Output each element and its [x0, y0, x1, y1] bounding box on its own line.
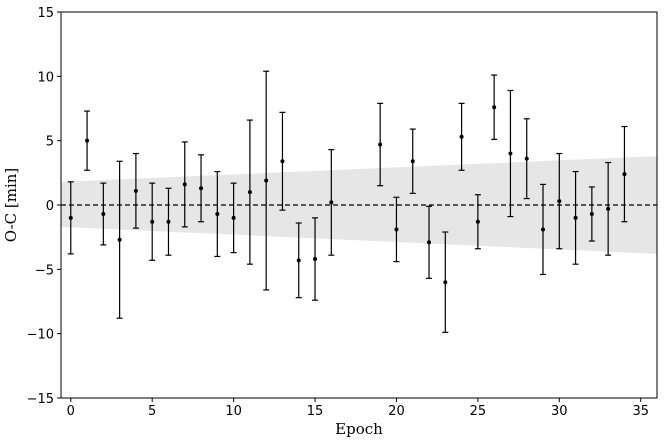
data-point-group: [230, 182, 237, 254]
y-tick-label: −5: [35, 263, 54, 278]
y-tick-label: −10: [27, 328, 54, 343]
data-point-marker: [378, 142, 383, 147]
data-point-group: [523, 118, 530, 200]
data-point-marker: [101, 212, 106, 217]
data-point-group: [295, 222, 302, 299]
data-point-marker: [280, 159, 285, 164]
x-tick-label: 5: [148, 404, 156, 419]
y-tick-label: 5: [46, 135, 54, 150]
data-point-marker: [622, 172, 627, 177]
data-point-group: [426, 205, 433, 279]
data-point-marker: [508, 151, 513, 156]
data-point-marker: [133, 188, 138, 193]
x-tick-label: 30: [551, 404, 568, 419]
data-point-marker: [199, 186, 204, 191]
data-point-group: [67, 181, 74, 255]
data-point-marker: [117, 237, 122, 242]
data-point-group: [198, 154, 205, 223]
y-tick-label: 0: [46, 199, 54, 214]
data-point-group: [328, 149, 335, 256]
data-point-group: [84, 110, 91, 171]
data-point-marker: [394, 227, 399, 232]
data-point-group: [165, 187, 172, 256]
data-point-marker: [459, 134, 464, 139]
data-point-group: [377, 102, 384, 187]
data-point-group: [556, 152, 563, 250]
data-point-marker: [541, 227, 546, 232]
data-point-marker: [606, 206, 611, 211]
x-tick-label: 25: [470, 404, 487, 419]
data-point-group: [491, 74, 498, 140]
data-point-marker: [68, 215, 73, 220]
data-point-marker: [410, 159, 415, 164]
data-point-group: [279, 111, 286, 211]
data-point-group: [312, 217, 319, 301]
data-point-group: [246, 119, 253, 265]
data-point-group: [132, 152, 139, 229]
data-point-marker: [296, 258, 301, 263]
data-points-layer: [67, 70, 628, 333]
data-point-group: [540, 183, 547, 276]
data-point-marker: [329, 200, 334, 205]
data-point-marker: [264, 178, 269, 183]
x-tick-label: 20: [388, 404, 405, 419]
data-point-marker: [85, 138, 90, 143]
data-point-marker: [443, 280, 448, 285]
data-point-marker: [182, 182, 187, 187]
data-point-marker: [215, 212, 220, 217]
data-point-marker: [247, 190, 252, 195]
y-tick-label: −15: [27, 392, 54, 407]
x-tick-label: 10: [225, 404, 242, 419]
data-point-group: [116, 160, 123, 319]
data-point-group: [100, 182, 107, 246]
data-point-group: [263, 70, 270, 291]
data-point-marker: [475, 219, 480, 224]
data-point-group: [181, 141, 188, 228]
x-axis-title: Epoch: [335, 420, 383, 438]
data-point-group: [442, 231, 449, 333]
data-point-marker: [427, 240, 432, 245]
y-tick-label: 10: [37, 70, 54, 85]
data-point-marker: [524, 156, 529, 161]
data-point-group: [588, 186, 595, 242]
data-point-group: [409, 128, 416, 195]
data-point-group: [149, 182, 156, 261]
data-point-group: [507, 89, 514, 218]
data-point-marker: [231, 215, 236, 220]
y-tick-label: 15: [37, 6, 54, 21]
x-tick-label: 0: [67, 404, 75, 419]
data-point-marker: [166, 219, 171, 224]
data-point-group: [474, 194, 481, 250]
data-point-marker: [573, 215, 578, 220]
data-point-group: [393, 196, 400, 263]
data-point-marker: [589, 212, 594, 217]
data-point-group: [458, 102, 465, 171]
data-point-group: [214, 170, 221, 258]
data-point-marker: [150, 219, 155, 224]
x-tick-label: 35: [632, 404, 649, 419]
x-tick-label: 15: [307, 404, 324, 419]
data-point-marker: [492, 105, 497, 110]
y-ticks-layer: −15 −10 −5 0 5 10 15: [27, 6, 61, 407]
data-point-group: [605, 161, 612, 256]
x-ticks-layer: 0 5 10 15 20 25 30 35: [67, 398, 649, 419]
data-point-group: [621, 125, 628, 223]
y-axis-title: O-C [min]: [2, 168, 20, 243]
data-point-marker: [313, 257, 318, 262]
data-point-marker: [557, 199, 562, 204]
data-point-group: [572, 170, 579, 265]
